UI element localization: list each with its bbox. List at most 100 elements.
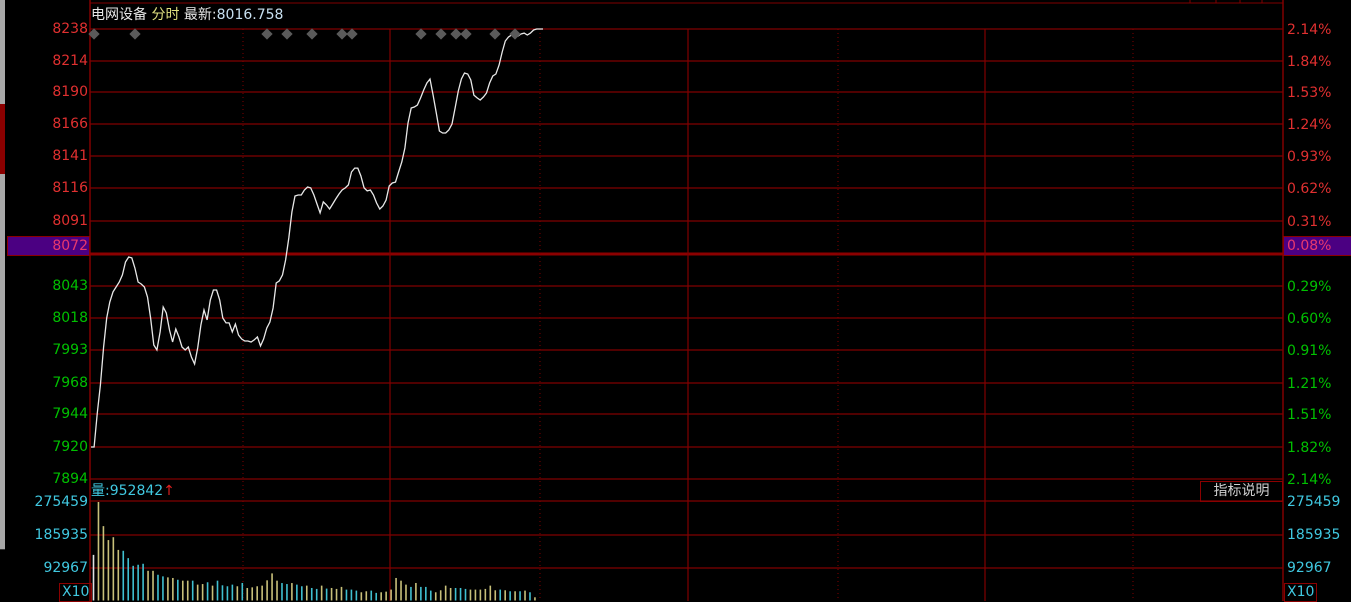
side-tab[interactable] (0, 174, 5, 233)
pct-tick: 0.93% (1287, 149, 1332, 165)
volume-bar (181, 580, 184, 601)
volume-bar (400, 580, 402, 601)
volume-bar (112, 537, 115, 601)
volume-bar (276, 580, 278, 601)
volume-bar (459, 587, 462, 601)
volume-scale-right[interactable]: X10 (1284, 583, 1318, 602)
signal-diamond-icon (489, 28, 501, 40)
volume-bar (479, 589, 482, 601)
volume-bar (107, 540, 110, 601)
signal-diamond-icon (129, 28, 141, 40)
volume-bar (226, 586, 229, 601)
pct-tick: 0.60% (1287, 311, 1332, 327)
price-tick: 7968 (52, 375, 88, 391)
volume-bar (315, 588, 318, 601)
volume-bar (360, 592, 363, 601)
volume-label: 量: (91, 483, 110, 499)
pct-tick: 2.14% (1287, 472, 1332, 488)
volume-bar (251, 587, 254, 601)
signal-diamond-icon (509, 28, 521, 40)
volume-bar (410, 586, 412, 601)
volume-bar (102, 526, 105, 601)
volume-bar (444, 585, 447, 601)
side-tab[interactable] (0, 232, 5, 271)
volume-bar (191, 580, 194, 601)
signal-diamond-icon (346, 28, 358, 40)
volume-bar (261, 585, 263, 601)
volume-bar (534, 597, 536, 601)
signal-diamond-icon (261, 28, 273, 40)
price-tick: 8043 (52, 278, 88, 294)
volume-bar (271, 573, 273, 601)
volume-bar (221, 585, 224, 601)
volume-bar (147, 570, 149, 601)
volume-tick: 275459 (1287, 494, 1341, 510)
volume-bar (137, 564, 139, 601)
volume-bar (172, 577, 174, 601)
volume-bar (504, 590, 506, 601)
volume-bar (454, 587, 457, 601)
volume-bar (489, 585, 492, 601)
price-tick: 8116 (52, 180, 88, 196)
volume-bar (325, 588, 328, 601)
volume-bar (196, 584, 199, 601)
volume-bar (390, 589, 392, 601)
volume-bar (474, 589, 477, 601)
volume-bar (92, 554, 95, 601)
pct-tick: 0.29% (1287, 279, 1332, 295)
indicator-description-button[interactable]: 指标说明 (1200, 481, 1283, 502)
volume-scale-left[interactable]: X10 (59, 583, 93, 602)
side-tab[interactable] (0, 0, 5, 105)
volume-bar (439, 590, 442, 601)
volume-bar (434, 592, 437, 601)
price-tick: 7993 (52, 342, 88, 358)
volume-bar (355, 590, 358, 601)
signal-diamond-icon (460, 28, 472, 40)
volume-bar (425, 586, 427, 601)
volume-bar (291, 583, 293, 601)
signal-diamond-icon (306, 28, 318, 40)
volume-bar (206, 582, 209, 601)
side-tab-active[interactable] (0, 104, 5, 175)
side-tab[interactable] (0, 344, 5, 419)
price-tick: 7920 (52, 439, 88, 455)
volume-bar (122, 550, 125, 601)
volume-bar (286, 584, 288, 601)
volume-bar (464, 588, 467, 601)
volume-bar (494, 590, 497, 601)
volume-bar (429, 590, 432, 601)
volume-bar (514, 591, 516, 601)
volume-up-arrow-icon: ↑ (163, 483, 175, 499)
price-tick: 8166 (52, 116, 88, 132)
period-label: 分时 (151, 7, 180, 23)
price-tick: 8018 (52, 310, 88, 326)
volume-tick: 92967 (43, 560, 88, 576)
volume-bar (519, 591, 521, 601)
volume-bar (152, 570, 154, 601)
side-tab[interactable] (0, 418, 5, 550)
volume-tick: 185935 (34, 527, 88, 543)
volume-bar (177, 579, 179, 601)
pct-tick: 1.24% (1287, 117, 1332, 133)
pct-tick: 1.51% (1287, 407, 1332, 423)
side-tab[interactable] (0, 270, 5, 345)
volume-tick: 275459 (34, 494, 88, 510)
signal-diamond-icon (450, 28, 462, 40)
price-tick: 7894 (52, 471, 88, 487)
volume-bar (246, 587, 249, 601)
volume-bar (305, 585, 308, 601)
volume-bar (142, 563, 144, 601)
index-name: 电网设备 (91, 7, 147, 23)
volume-bar (301, 586, 303, 601)
volume-bar (415, 582, 417, 601)
volume-bar (405, 584, 407, 601)
volume-bar (340, 586, 343, 601)
volume-bar (370, 590, 373, 601)
volume-tick: 92967 (1287, 560, 1332, 576)
volume-bar (380, 592, 382, 601)
volume-bar (216, 580, 219, 601)
volume-title: 量:952842↑ (91, 482, 175, 500)
volume-bar (186, 580, 189, 601)
volume-bar (385, 591, 387, 601)
